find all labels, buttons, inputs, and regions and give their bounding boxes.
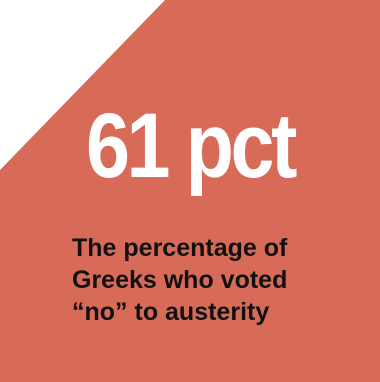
caption-line-1: The percentage of — [72, 234, 288, 262]
stat-caption: The percentage of Greeks who voted “no” … — [72, 232, 372, 328]
caption-line-3: “no” to austerity — [72, 298, 270, 326]
stat-figure: 61 pct — [85, 95, 297, 197]
caption-line-2: Greeks who voted — [72, 266, 288, 294]
